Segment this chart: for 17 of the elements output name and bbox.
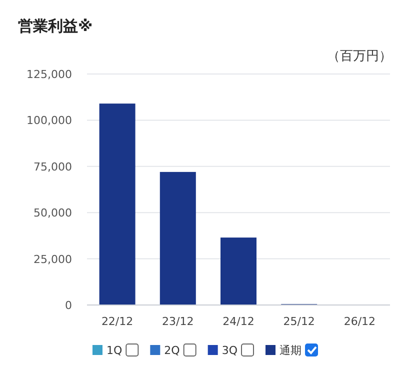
chart-title: 営業利益※ xyxy=(18,17,93,35)
legend-label: 通期 xyxy=(280,344,302,357)
x-tick-label: 24/12 xyxy=(222,315,254,328)
y-tick-label: 75,000 xyxy=(34,160,72,174)
y-tick-label: 50,000 xyxy=(34,206,72,220)
x-tick-label: 26/12 xyxy=(344,315,376,328)
y-tick-label: 100,000 xyxy=(26,114,72,128)
legend-label: 1Q xyxy=(106,344,122,357)
y-tick-label: 25,000 xyxy=(34,252,72,266)
x-tick-label: 22/12 xyxy=(101,315,134,328)
legend-label: 2Q xyxy=(164,344,180,357)
legend-label: 3Q xyxy=(222,344,238,357)
y-axis-title: （百万円） xyxy=(327,49,392,64)
y-tick-label: 0 xyxy=(65,299,72,312)
x-tick-label: 23/12 xyxy=(162,315,194,328)
x-tick-label: 25/12 xyxy=(283,315,315,328)
y-tick-label: 125,000 xyxy=(26,68,72,81)
